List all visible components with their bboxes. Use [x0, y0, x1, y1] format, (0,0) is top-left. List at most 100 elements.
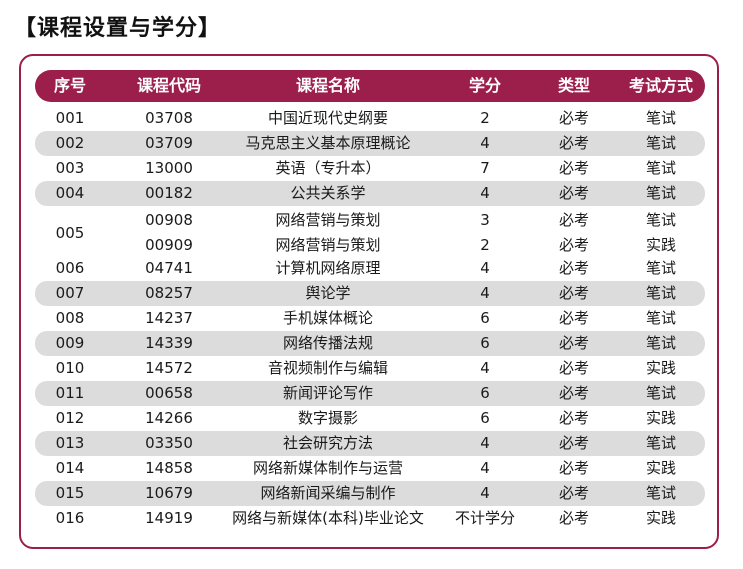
header-name: 课程名称: [295, 76, 360, 95]
cell-code: 00909: [145, 236, 193, 254]
cell-code: 14237: [145, 309, 193, 327]
cell-code: 03350: [145, 434, 193, 452]
cell-exam: 实践: [645, 236, 676, 254]
cell-type: 必考: [558, 459, 589, 477]
course-table-card: 序号 课程代码 课程名称 学分 类型 考试方式 001 03708 中国近现代史纲要…: [19, 54, 719, 549]
cell-type: 必考: [558, 134, 589, 152]
cell-code: 08257: [145, 284, 193, 302]
cell-exam: 笔试: [645, 434, 676, 452]
cell-type: 必考: [558, 334, 589, 352]
header-no: 序号: [53, 76, 86, 95]
table-row: 008 14237 手机媒体概论 6 必考 笔试: [35, 306, 705, 331]
table-row: 013 03350 社会研究方法 4 必考 笔试: [35, 431, 705, 456]
cell-no: 012: [55, 409, 85, 427]
table-row: 001 03708 中国近现代史纲要 2 必考 笔试: [35, 106, 705, 131]
cell-exam: 笔试: [645, 211, 676, 229]
cell-name: 马克思主义基本原理概论: [245, 134, 411, 152]
table-row: 004 00182 公共关系学 4 必考 笔试: [35, 181, 705, 206]
cell-credit: 4: [480, 459, 490, 477]
cell-code: 00658: [145, 384, 193, 402]
cell-credit: 4: [480, 184, 490, 202]
cell-name: 网络新闻采编与制作: [260, 484, 396, 502]
cell-exam: 笔试: [645, 134, 676, 152]
cell-exam: 笔试: [645, 184, 676, 202]
cell-no: 014: [55, 459, 85, 477]
cell-no: 004: [55, 184, 85, 202]
table-row: 003 13000 英语（专升本） 7 必考 笔试: [35, 156, 705, 181]
cell-credit: 2: [480, 109, 490, 127]
cell-code: 14266: [145, 409, 193, 427]
cell-type: 必考: [558, 384, 589, 402]
cell-type: 必考: [558, 509, 589, 527]
cell-type: 必考: [558, 284, 589, 302]
header-credit: 学分: [468, 76, 501, 95]
cell-type: 必考: [558, 159, 589, 177]
cell-type: 必考: [558, 309, 589, 327]
table-header: 序号 课程代码 课程名称 学分 类型 考试方式: [35, 70, 705, 102]
cell-exam: 实践: [645, 359, 676, 377]
cell-name: 网络与新媒体(本科)毕业论文: [232, 509, 424, 527]
cell-no: 013: [55, 434, 85, 452]
cell-exam: 笔试: [645, 384, 676, 402]
table-row: 002 03709 马克思主义基本原理概论 4 必考 笔试: [35, 131, 705, 156]
cell-code: 00908: [145, 211, 193, 229]
table-row: 006 04741 计算机网络原理 4 必考 笔试: [35, 256, 705, 281]
cell-code: 14858: [145, 459, 193, 477]
cell-credit: 4: [480, 134, 490, 152]
cell-no: 007: [55, 284, 85, 302]
cell-code: 10679: [145, 484, 193, 502]
cell-name: 舆论学: [305, 284, 351, 302]
cell-credit: 6: [480, 384, 490, 402]
cell-exam: 笔试: [645, 309, 676, 327]
cell-credit: 7: [480, 159, 490, 177]
table-row: 011 00658 新闻评论写作 6 必考 笔试: [35, 381, 705, 406]
table-row: 009 14339 网络传播法规 6 必考 笔试: [35, 331, 705, 356]
cell-credit: 6: [480, 309, 490, 327]
cell-no: 002: [55, 134, 85, 152]
cell-type: 必考: [558, 434, 589, 452]
cell-no: 008: [55, 309, 85, 327]
merged-row-005: 005 00908 网络营销与策划 3 必考 笔试 00909 网络营销与策划 …: [35, 208, 705, 258]
cell-name: 数字摄影: [297, 409, 358, 427]
cell-no: 011: [55, 384, 85, 402]
cell-type: 必考: [558, 184, 589, 202]
cell-no: 001: [55, 109, 85, 127]
cell-type: 必考: [558, 359, 589, 377]
cell-exam: 实践: [645, 509, 676, 527]
cell-code: 00182: [145, 184, 193, 202]
cell-name: 社会研究方法: [282, 434, 373, 452]
page-title: 【课程设置与学分】: [14, 16, 222, 41]
cell-credit: 4: [480, 284, 490, 302]
cell-exam: 笔试: [645, 109, 676, 127]
cell-name: 新闻评论写作: [282, 384, 373, 402]
header-exam: 考试方式: [628, 76, 693, 95]
cell-exam: 笔试: [645, 259, 676, 277]
cell-type: 必考: [558, 236, 589, 254]
cell-no: 006: [55, 259, 85, 277]
cell-name: 网络传播法规: [282, 334, 373, 352]
table-row: 007 08257 舆论学 4 必考 笔试: [35, 281, 705, 306]
cell-no: 009: [55, 334, 85, 352]
cell-credit: 6: [480, 409, 490, 427]
cell-exam: 笔试: [645, 284, 676, 302]
cell-type: 必考: [558, 409, 589, 427]
cell-code: 14572: [145, 359, 193, 377]
cell-exam: 笔试: [645, 334, 676, 352]
header-code: 课程代码: [136, 76, 201, 95]
table-row: 015 10679 网络新闻采编与制作 4 必考 笔试: [35, 481, 705, 506]
cell-exam: 笔试: [645, 159, 676, 177]
cell-exam: 实践: [645, 459, 676, 477]
cell-code: 14339: [145, 334, 193, 352]
cell-no: 003: [55, 159, 85, 177]
table-row: 012 14266 数字摄影 6 必考 实践: [35, 406, 705, 431]
cell-name: 英语（专升本）: [275, 159, 381, 177]
cell-exam: 实践: [645, 409, 676, 427]
cell-code: 03708: [145, 109, 193, 127]
cell-code: 04741: [145, 259, 193, 277]
header-type: 类型: [557, 76, 590, 95]
cell-credit: 2: [480, 236, 490, 254]
cell-name: 网络新媒体制作与运营: [252, 459, 403, 477]
cell-type: 必考: [558, 211, 589, 229]
cell-credit: 不计学分: [454, 509, 515, 527]
cell-code: 03709: [145, 134, 193, 152]
